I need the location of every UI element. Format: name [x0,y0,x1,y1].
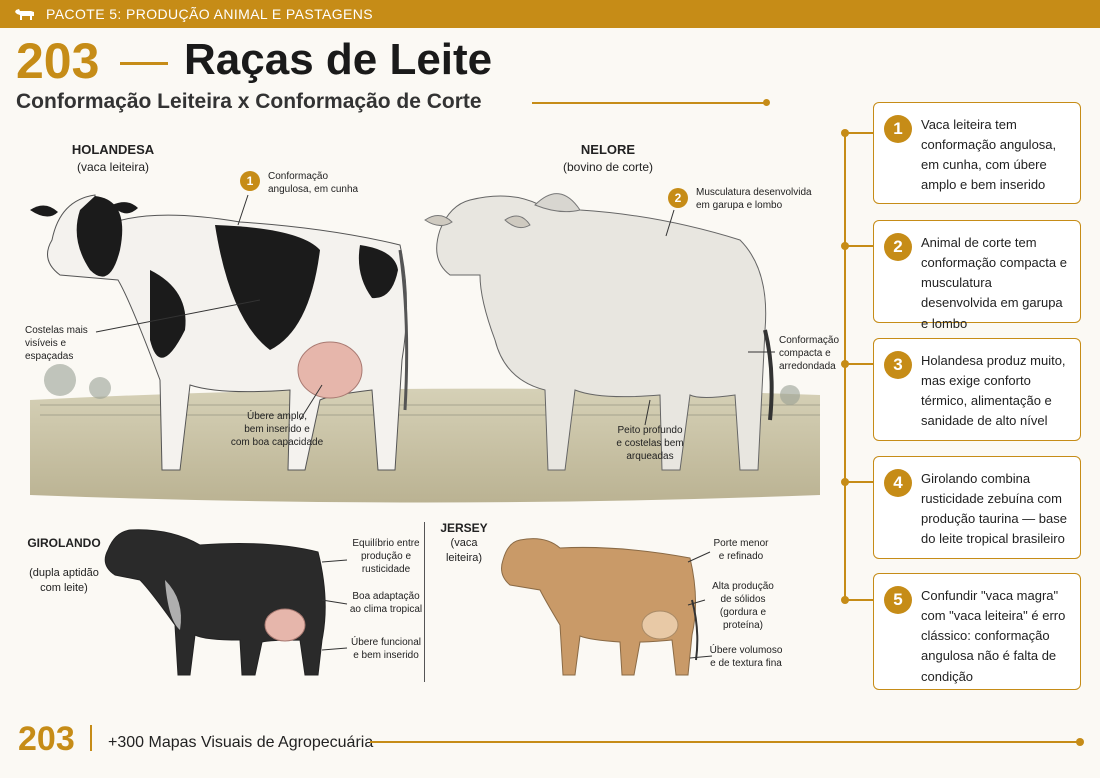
holandesa-annot-ribs: Costelas mais visíveis e espaçadas [25,325,88,362]
nelore-label: NELORE (bovino de corte) [553,141,663,175]
rail-arm [845,132,873,134]
card-text: Confundir "vaca magra" com "vaca leiteir… [921,588,1066,684]
holandesa-badge: 1 [240,171,260,191]
rail-arm [845,599,873,601]
card-number: 3 [884,351,912,379]
holandesa-type: (vaca leiteira) [76,159,150,174]
nelore-type: (bovino de corte) [562,159,654,174]
jersey-annot-size: Porte menor e refinado [713,538,769,562]
jersey-name: JERSEY [440,521,488,535]
footer-line [370,741,1080,743]
section-divider [424,522,425,682]
girolando-type: (dupla aptidão com leite) [29,566,99,594]
card-text: Animal de corte tem conformação compacta… [921,235,1067,331]
girolando-label: GIROLANDO (dupla aptidão com leite) [18,520,110,596]
page-number: 203 [16,33,100,89]
jersey-annot-udder: Úbere volumoso e de textura fina [709,645,783,669]
girolando-name: GIROLANDO [27,535,101,550]
title-dash [120,62,168,65]
package-label: PACOTE 5: PRODUÇÃO ANIMAL E PASTAGENS [46,6,374,22]
jersey-label: JERSEY (vaca leiteira) [432,520,496,566]
card-1: 1 Vaca leiteira tem conformação angulosa… [873,102,1081,204]
jersey-cow-figure [501,538,699,676]
card-4: 4 Girolando combina rusticidade zebuína … [873,456,1081,559]
nelore-name: NELORE [580,142,636,157]
nelore-annot-compact: Conformação compacta e arredondada [779,335,840,372]
nelore-badge: 2 [668,188,688,208]
card-text: Girolando combina rusticidade zebuína co… [921,471,1067,547]
footer-dot [1076,738,1084,746]
rail-arm [845,363,873,365]
jersey-type: (vaca leiteira) [445,537,483,565]
card-number: 5 [884,586,912,614]
card-2: 2 Animal de corte tem conformação compac… [873,220,1081,331]
nelore-bull-figure [424,193,774,471]
footer-page-number: 203 [18,720,75,758]
illustration-scene [30,193,820,676]
card-3: 3 Holandesa produz muito, mas exige conf… [873,338,1081,441]
girolando-annot-adapt: Boa adaptação ao clima tropical [349,591,423,615]
card-number: 1 [884,115,912,143]
card-5: 5 Confundir "vaca magra" com "vaca leite… [873,573,1081,690]
nelore-annot-chest: Peito profundo e costelas bem arqueadas [616,425,684,462]
footer-separator [90,725,92,751]
footer-series-title: +300 Mapas Visuais de Agropecuária [108,734,374,751]
nelore-annot-musculature: Musculatura desenvolvida em garupa e lom… [696,187,812,211]
girolando-annot-udder: Úbere funcional e bem inserido [350,637,422,661]
card-number: 2 [884,233,912,261]
holandesa-cow-figure [30,194,409,471]
holandesa-annot-angulosa: Conformação angulosa, em cunha [268,171,359,195]
pasture-background [30,364,820,503]
subtitle-line [532,102,766,104]
holandesa-name: HOLANDESA [71,142,155,157]
page-subtitle: Conformação Leiteira x Conformação de Co… [16,90,482,113]
annotation-leaders [95,194,775,659]
girolando-cow-figure [104,529,326,676]
jersey-annot-solids: Alta produção de sólidos (gordura e prot… [712,581,774,631]
header-bar: PACOTE 5: PRODUÇÃO ANIMAL E PASTAGENS [0,0,1100,28]
girolando-annot-balance: Equilíbrio entre produção e rusticidade [352,538,420,575]
cow-icon [15,9,34,20]
holandesa-annot-udder: Úbere amplo, bem inserido e com boa capa… [230,411,324,448]
rail-arm [845,245,873,247]
rail-arm [845,481,873,483]
subtitle-dot [763,99,770,106]
card-text: Vaca leiteira tem conformação angulosa, … [921,117,1057,193]
card-number: 4 [884,469,912,497]
holandesa-label: HOLANDESA (vaca leiteira) [58,141,168,175]
page-title: Raças de Leite [184,35,493,84]
card-text: Holandesa produz muito, mas exige confor… [921,353,1066,429]
